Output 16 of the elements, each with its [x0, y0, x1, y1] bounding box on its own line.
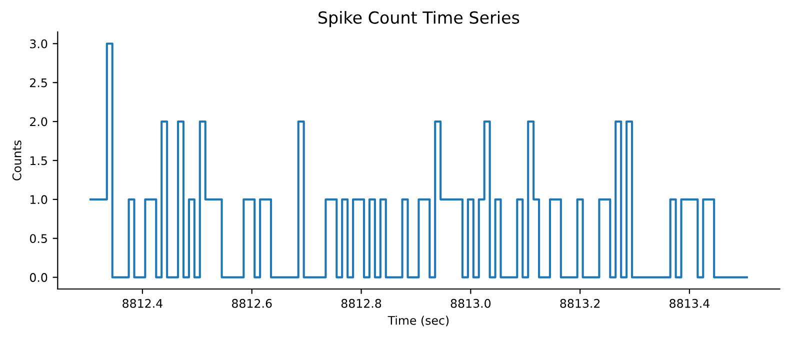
x-axis-title: Time (sec)	[388, 316, 449, 326]
x-tick-label: 8813.4	[670, 298, 710, 308]
x-tick-label: 8812.4	[122, 298, 162, 308]
x-tick-label: 8813.2	[560, 298, 600, 308]
x-tick-label: 8813.0	[450, 298, 491, 308]
y-tick-label: 1.0	[30, 195, 48, 204]
x-tick-label: 8812.6	[232, 298, 272, 308]
y-tick-label: 0.0	[30, 273, 48, 282]
chart-title: Spike Count Time Series	[318, 10, 520, 28]
y-axis-title: Counts	[12, 140, 22, 180]
y-tick-label: 0.5	[30, 234, 47, 244]
y-tick-label: 2.0	[30, 117, 48, 126]
y-tick-label: 1.5	[30, 156, 47, 166]
y-tick-label: 3.0	[30, 39, 48, 48]
y-tick-label: 2.5	[30, 78, 47, 88]
x-tick-label: 8812.8	[341, 298, 382, 308]
